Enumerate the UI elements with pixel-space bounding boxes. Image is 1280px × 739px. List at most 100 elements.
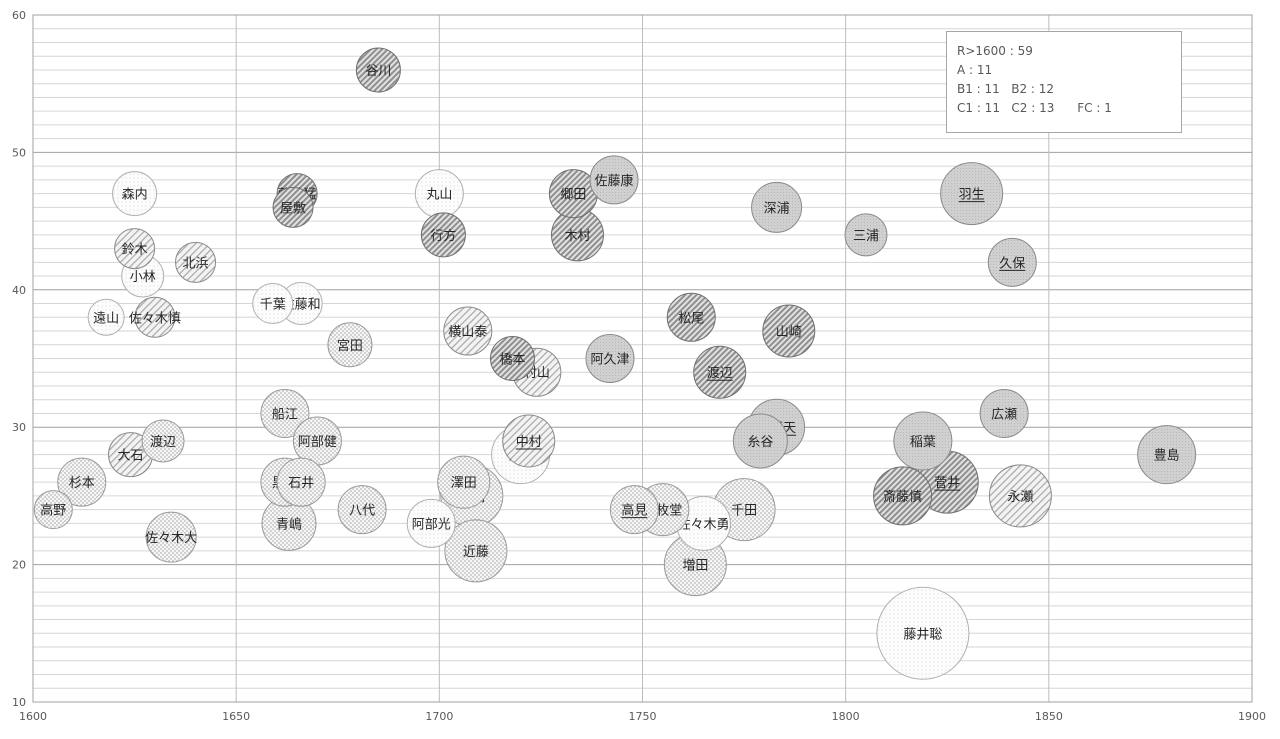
bubble-label: 高見 [621,503,647,519]
bubble-label: 斎藤慎 [883,489,922,505]
bubble-label: 高野 [40,503,66,519]
bubbles: 藤井聡羽生菅井大橋永瀬千田近藤増田稲葉都成豊島斎藤慎佐藤天糸谷青嶋佐々木勇木村山… [33,47,1197,680]
x-tick-label: 1650 [222,710,250,723]
bubble-circle [175,241,217,283]
y-tick-label: 20 [12,559,26,572]
bubble: 阿久津 [585,334,635,383]
bubble: 佐々木大 [145,511,197,563]
bubble-label: 遠山 [93,311,119,326]
bubble-circle [979,388,1029,438]
bubble: 船江 [260,388,310,438]
bubble-circle [33,490,73,530]
bubble-label: 丸山 [426,188,452,203]
bubble-circle [1137,425,1197,485]
bubble-label: 千葉 [260,298,286,313]
bubble-label: 鈴木 [122,243,148,258]
bubble-label: 糸谷 [747,435,773,450]
bubble-label: 澤田 [451,476,477,491]
y-tick-label: 30 [12,421,26,434]
bubble: 高野 [33,490,73,530]
bubble-label: 菅井 [934,476,960,491]
bubble-label: 増田 [682,559,708,574]
plot-frame [32,14,1253,703]
bubble: 八代 [337,485,387,535]
bubble: 久保 [987,237,1037,287]
bubble: 屋敷 [272,186,314,228]
bubble-label: 阿部健 [298,435,337,450]
bubble-circle [444,519,508,583]
bubble-label: 阿部光 [412,517,451,532]
bubble: 佐々木慎 [129,296,181,338]
bubble: 羽生 [940,162,1004,226]
bubble-circle [406,498,456,548]
bubble-circle [585,334,635,383]
bubble: 渡辺 [141,419,185,463]
bubble-circle [112,171,158,217]
bubble-label: 広瀬 [991,407,1017,422]
bubble-label: 森内 [122,187,148,203]
bubble-circle [327,322,373,368]
bubble-label: 永瀬 [1007,490,1033,505]
bubble: 宮田 [327,322,373,368]
bubble: 木村 [550,208,604,262]
bubble-circle [876,586,970,680]
bubble: 北浜 [175,241,217,283]
bubble-label: 屋敷 [280,201,306,216]
bubble: 森内 [112,171,158,217]
bubble-label: 羽生 [959,188,985,203]
bubble: 永瀬 [988,464,1052,528]
bubble-circle [940,162,1004,226]
bubble-circle [260,388,310,438]
bubble: 遠山 [87,298,125,336]
axes: 10 20 30 40 50 60 1600 1650 1700 1750 1800 1850 1900 [12,9,1266,723]
bubble: 丸山 [414,169,464,219]
bubble-label: 近藤 [463,545,489,560]
legend-line-c: C1 : 11 C2 : 13 FC : 1 [957,101,1112,115]
bubble-circle [272,186,314,228]
bubble: 三浦 [844,213,888,257]
bubble-label: 小林 [130,270,156,285]
bubble: 稲葉 [893,411,953,471]
bubble: 渡辺 [693,345,747,399]
bubble: 杉本 [57,457,107,507]
bubble: 青嶋 [261,495,317,551]
bubble-label: 郷田 [560,188,586,203]
bubble: 近藤 [444,519,508,583]
bubble-circle [893,411,953,471]
bubble: 豊島 [1137,425,1197,485]
bubble-circle [589,155,639,205]
x-tick-label: 1900 [1238,710,1266,723]
bubble-label: 佐々木慎 [129,311,181,326]
bubble-label: 松尾 [678,311,704,326]
bubble-label: 渡辺 [150,434,176,450]
y-tick-label: 10 [12,696,26,709]
bubble-label: 八代 [349,504,375,519]
bubble-label: 行方 [430,228,456,244]
bubble: 鈴木 [114,228,156,270]
bubble-circle [420,212,466,258]
bubble-circle [134,296,176,338]
bubble-circle [57,457,107,507]
bubble-circle [988,464,1052,528]
bubble-label: 石井 [288,476,314,491]
bubble: 広瀬 [979,388,1029,438]
bubble: 松尾 [666,292,716,342]
bubble-circle [355,47,401,93]
x-tick-label: 1700 [425,710,453,723]
bubble-label: 深浦 [764,201,790,216]
bubble: 山崎 [762,304,816,358]
bubble-circle [987,237,1037,287]
bubble: 中村 [502,414,556,468]
bubble: 高見 [609,485,659,535]
bubble-circle [666,292,716,342]
bubble-circle [732,413,788,469]
x-tick-label: 1850 [1035,710,1063,723]
bubble-label: 三浦 [853,229,879,244]
bubble-label: 橋本 [499,353,525,368]
bubble-label: 大石 [118,449,144,464]
bubble-label: 宮田 [337,338,363,354]
bubble: 藤井聡 [876,586,970,680]
bubble-circle [693,345,747,399]
bubble-circle [437,455,491,509]
